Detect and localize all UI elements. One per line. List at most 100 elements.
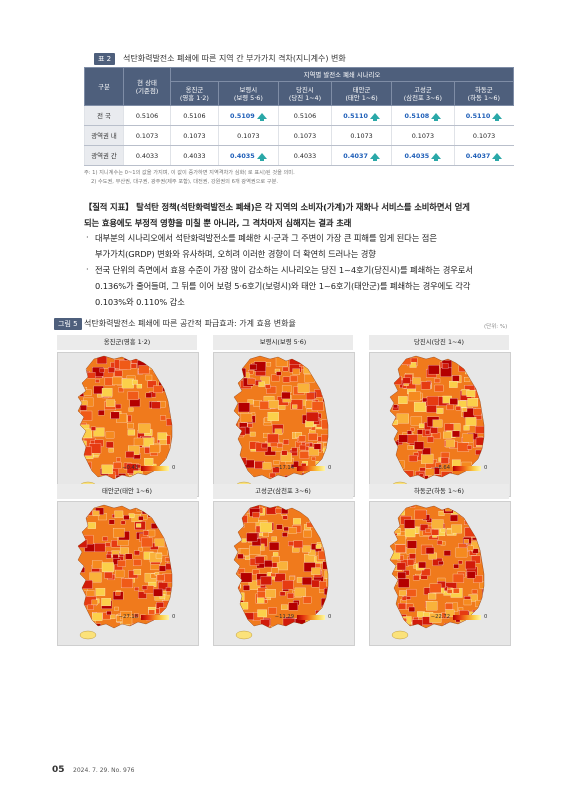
cell-value: 0.1073	[411, 131, 435, 140]
cell-scenario: 0.4035	[217, 145, 279, 166]
cell-value: 0.5106	[183, 111, 206, 120]
korea-map-graphic	[233, 504, 329, 640]
jeju-island	[79, 630, 97, 640]
bullet-2-line1: 전국 단위의 측면에서 효용 수준이 가장 많이 감소하는 시나리오는 당진 1…	[95, 265, 473, 275]
cell-scenario: 0.1073	[170, 125, 219, 146]
map-caption: 고성군(삼천포 3~6)	[213, 484, 353, 499]
cell-current: 0.5106	[123, 105, 171, 126]
increase-arrow-icon	[431, 152, 442, 161]
increase-arrow-icon	[369, 112, 380, 121]
table-row: 광역권 간 0.4033 0.4033 0.4035 0.4033 0.4037 0.403…	[84, 145, 514, 166]
cell-value: 0.5109	[230, 111, 255, 120]
gini-table: 구분 현 상태 (기준점) 지역별 발전소 폐쇄 시나리오 옹진군 (영흥 1·…	[84, 67, 515, 166]
table-row: 광역권 내 0.1073 0.1073 0.1073 0.1073 0.1073 0.107…	[84, 125, 514, 146]
figure-tag: 그림 5	[54, 318, 82, 330]
legend-color-bar	[141, 615, 169, 620]
map-caption: 당진시(당진 1~4)	[369, 335, 509, 350]
cell-scenario: 0.4033	[277, 145, 332, 166]
cell-scenario: 0.4037	[331, 145, 392, 166]
jeju-island	[391, 630, 409, 640]
bullet-2-marker: ·	[86, 264, 89, 274]
legend-min-label: −22.72	[430, 614, 450, 620]
cell-value: 0.4033	[183, 151, 206, 160]
row-label: 전 국	[84, 105, 124, 126]
korea-map: −17.14 0	[213, 352, 355, 497]
korea-map-graphic	[77, 504, 173, 640]
cell-value: 0.4037	[343, 151, 368, 160]
figure-title: 석탄화력발전소 폐쇄에 따른 공간적 파급효과: 가계 효용 변화율	[84, 319, 296, 328]
cell-scenario: 0.4033	[170, 145, 219, 166]
cell-value: 0.1073	[237, 131, 260, 140]
legend-color-bar	[141, 466, 169, 471]
cell-value: 0.5110	[343, 111, 368, 120]
page-number: 05	[52, 765, 65, 775]
increase-arrow-icon	[256, 112, 267, 121]
issue-info: 2024. 7. 29. No. 976	[73, 767, 135, 774]
map-caption: 옹진군(영흥 1·2)	[57, 335, 197, 350]
korea-map: −0.43 0	[57, 352, 199, 497]
cell-scenario: 0.4037	[453, 145, 514, 166]
col-header-scenario-5: 고성군 (삼천포 3~6)	[391, 81, 455, 106]
col-header-current: 현 상태 (기준점)	[123, 67, 171, 106]
table-note-1: 주: 1) 지니계수는 0~1의 값을 가지며, 이 값이 증가하면 지역격차가…	[84, 169, 295, 176]
legend-min-label: −27.18	[118, 614, 138, 620]
bullet-2-line3: 0.103%와 0.110% 감소	[95, 297, 185, 307]
korea-map-graphic	[389, 355, 485, 491]
increase-arrow-icon	[369, 152, 380, 161]
cell-value: 0.1073	[350, 131, 373, 140]
map-caption: 태안군(태안 1~6)	[57, 484, 197, 499]
korea-map-graphic	[389, 504, 485, 640]
korea-map: −22.72 0	[369, 501, 511, 646]
cell-scenario: 0.5106	[277, 105, 332, 126]
cell-value: 0.4033	[293, 151, 317, 160]
korea-map-graphic	[77, 355, 173, 491]
body-heading-line1: 【질적 지표】 탈석탄 정책(석탄화력발전소 폐쇄)은 각 지역의 소비자(가계…	[84, 202, 470, 212]
korea-map: −11.29 0	[213, 501, 355, 646]
row-label: 광역권 간	[84, 145, 124, 166]
legend-min-label: −8.64	[434, 465, 450, 471]
cell-value: 0.4035	[230, 151, 255, 160]
cell-value: 0.5110	[465, 111, 491, 120]
bullet-1-marker: ·	[86, 232, 89, 242]
cell-value: 0.5106	[293, 111, 317, 120]
legend-min-label: −0.43	[122, 465, 138, 471]
legend-color-bar	[453, 615, 481, 620]
legend-color-bar	[453, 466, 481, 471]
cell-scenario: 0.5110	[453, 105, 514, 126]
bullet-1-line2: 부가가치(GRDP) 변화와 유사하며, 오히려 이러한 경향이 더 확연히 드…	[95, 249, 376, 259]
legend-color-bar	[297, 615, 325, 620]
korea-map: −8.64 0	[369, 352, 511, 497]
table-row: 전 국 0.5106 0.5106 0.5109 0.5106 0.5110 0.5108 0…	[84, 105, 514, 126]
col-header-scenario-1: 옹진군 (영흥 1·2)	[170, 81, 219, 106]
map-caption: 보령시(보령 5·6)	[213, 335, 353, 350]
legend-max-label: 0	[484, 614, 488, 620]
legend-min-label: −11.29	[274, 614, 294, 620]
cell-scenario: 0.4035	[391, 145, 455, 166]
col-header-scenario-3: 당진시 (당진 1~4)	[277, 81, 333, 106]
cell-scenario: 0.1073	[391, 125, 455, 146]
row-label: 광역권 내	[84, 125, 124, 146]
map-caption: 하동군(하동 1~6)	[369, 484, 509, 499]
table-title: 석탄화력발전소 폐쇄에 따른 지역 간 부가가치 격차(지니계수) 변화	[123, 54, 346, 63]
bullet-1-line1: 대부분의 시나리오에서 석탄화력발전소를 폐쇄한 시·군과 그 주변이 가장 큰…	[95, 233, 437, 243]
col-header-scenario-4: 태안군 (태안 1~6)	[331, 81, 393, 106]
figure-unit: (단위: %)	[484, 324, 508, 330]
body-heading-line2: 되는 효용에도 부정적 영향을 미칠 뿐 아니라, 그 격차마저 심해지는 결과…	[84, 218, 352, 228]
increase-arrow-icon	[256, 152, 267, 161]
cell-value: 0.4035	[404, 151, 430, 160]
col-header-scenario: 지역별 발전소 폐쇄 시나리오	[170, 67, 514, 82]
cell-value: 0.5108	[404, 111, 430, 120]
legend-max-label: 0	[484, 465, 488, 471]
table-tag: 표 2	[94, 53, 116, 65]
cell-scenario: 0.5109	[217, 105, 279, 126]
col-header-category: 구분	[84, 67, 124, 106]
korea-map-graphic	[233, 355, 329, 491]
jeju-island	[235, 630, 253, 640]
cell-scenario: 0.1073	[277, 125, 332, 146]
cell-value: 0.1073	[472, 131, 496, 140]
legend-max-label: 0	[172, 465, 176, 471]
cell-scenario: 0.1073	[331, 125, 392, 146]
increase-arrow-icon	[492, 112, 503, 121]
cell-scenario: 0.5110	[331, 105, 392, 126]
legend-min-label: −17.14	[274, 465, 294, 471]
